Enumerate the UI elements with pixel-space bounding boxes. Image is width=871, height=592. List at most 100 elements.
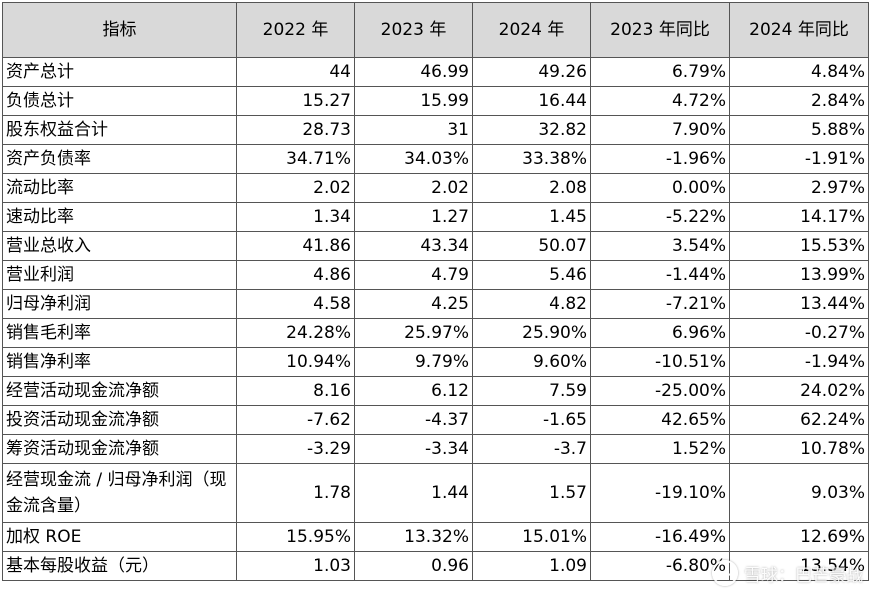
cell-2023-yoy: 1.52% [590,434,730,464]
cell-2024: 9.60% [472,347,591,377]
table-row: 速动比率 1.34 1.27 1.45 -5.22% 14.17% [2,202,869,232]
row-label: 基本每股收益（元） [2,551,237,581]
cell-2022: 41.86 [236,231,355,261]
table-row: 筹资活动现金流净额 -3.29 -3.34 -3.7 1.52% 10.78% [2,434,869,464]
row-label: 流动比率 [2,173,237,203]
cell-2024: 5.46 [472,260,591,290]
cell-2024: 32.82 [472,115,591,145]
table-row: 资产总计 44 46.99 49.26 6.79% 4.84% [2,57,869,87]
row-label: 营业利润 [2,260,237,290]
cell-2024: 2.08 [472,173,591,203]
cell-2023-yoy: -1.96% [590,144,730,174]
cell-2023: 4.79 [354,260,473,290]
row-label: 销售净利率 [2,347,237,377]
table-row: 加权 ROE 15.95% 13.32% 15.01% -16.49% 12.6… [2,522,869,552]
cell-2024: 1.45 [472,202,591,232]
cell-2024-yoy: -0.27% [729,318,869,348]
table-row: 经营活动现金流净额 8.16 6.12 7.59 -25.00% 24.02% [2,376,869,406]
row-label: 营业总收入 [2,231,237,261]
row-label: 加权 ROE [2,522,237,552]
cell-2022: 34.71% [236,144,355,174]
cell-2024: -3.7 [472,434,591,464]
cell-2024: 7.59 [472,376,591,406]
table-row: 归母净利润 4.58 4.25 4.82 -7.21% 13.44% [2,289,869,319]
cell-2023-yoy: 0.00% [590,173,730,203]
header-2024-yoy: 2024 年同比 [729,2,869,58]
table-row: 营业利润 4.86 4.79 5.46 -1.44% 13.99% [2,260,869,290]
cell-2024-yoy: 13.44% [729,289,869,319]
cell-2023-yoy: -16.49% [590,522,730,552]
cell-2024-yoy: 12.69% [729,522,869,552]
cell-2022: 8.16 [236,376,355,406]
cell-2024: 50.07 [472,231,591,261]
cell-2024-yoy: 2.97% [729,173,869,203]
cell-2024-yoy: 14.17% [729,202,869,232]
header-2023: 2023 年 [354,2,473,58]
cell-2023-yoy: -7.21% [590,289,730,319]
table-row: 销售毛利率 24.28% 25.97% 25.90% 6.96% -0.27% [2,318,869,348]
cell-2022: 4.86 [236,260,355,290]
cell-2024-yoy: 24.02% [729,376,869,406]
cell-2023-yoy: -6.80% [590,551,730,581]
header-metric: 指标 [2,2,237,58]
cell-2023: 13.32% [354,522,473,552]
cell-2023: 6.12 [354,376,473,406]
cell-2023: 1.27 [354,202,473,232]
cell-2022: 1.03 [236,551,355,581]
row-label: 投资活动现金流净额 [2,405,237,435]
table-row: 经营现金流 / 归母净利润（现金流含量） 1.78 1.44 1.57 -19.… [2,463,869,523]
cell-2023: 43.34 [354,231,473,261]
cell-2023-yoy: -10.51% [590,347,730,377]
row-label: 筹资活动现金流净额 [2,434,237,464]
cell-2023-yoy: -1.44% [590,260,730,290]
cell-2023: -4.37 [354,405,473,435]
cell-2022: 1.34 [236,202,355,232]
financial-metrics-table: 指标 2022 年 2023 年 2024 年 2023 年同比 2024 年同… [2,2,869,581]
cell-2023: -3.34 [354,434,473,464]
cell-2022: -3.29 [236,434,355,464]
cell-2023-yoy: 6.79% [590,57,730,87]
cell-2024-yoy: 13.54% [729,551,869,581]
header-2022: 2022 年 [236,2,355,58]
cell-2023-yoy: 7.90% [590,115,730,145]
cell-2022: 15.95% [236,522,355,552]
cell-2024-yoy: 13.99% [729,260,869,290]
cell-2023-yoy: -25.00% [590,376,730,406]
header-2023-yoy: 2023 年同比 [590,2,730,58]
cell-2023-yoy: 42.65% [590,405,730,435]
row-label: 负债总计 [2,86,237,116]
cell-2023: 9.79% [354,347,473,377]
header-2024: 2024 年 [472,2,591,58]
cell-2022: 15.27 [236,86,355,116]
cell-2024: 1.09 [472,551,591,581]
cell-2024-yoy: 2.84% [729,86,869,116]
table-row: 资产负债率 34.71% 34.03% 33.38% -1.96% -1.91% [2,144,869,174]
row-label: 速动比率 [2,202,237,232]
row-label: 股东权益合计 [2,115,237,145]
cell-2023: 2.02 [354,173,473,203]
cell-2023: 15.99 [354,86,473,116]
cell-2024: 25.90% [472,318,591,348]
cell-2023-yoy: -19.10% [590,463,730,523]
cell-2023: 34.03% [354,144,473,174]
cell-2022: 4.58 [236,289,355,319]
cell-2023-yoy: 6.96% [590,318,730,348]
cell-2024-yoy: 5.88% [729,115,869,145]
cell-2023-yoy: -5.22% [590,202,730,232]
table-row: 投资活动现金流净额 -7.62 -4.37 -1.65 42.65% 62.24… [2,405,869,435]
cell-2023: 4.25 [354,289,473,319]
cell-2023-yoy: 4.72% [590,86,730,116]
cell-2024: 4.82 [472,289,591,319]
table-row: 负债总计 15.27 15.99 16.44 4.72% 2.84% [2,86,869,116]
cell-2023: 31 [354,115,473,145]
table-row: 销售净利率 10.94% 9.79% 9.60% -10.51% -1.94% [2,347,869,377]
cell-2022: 1.78 [236,463,355,523]
cell-2023: 0.96 [354,551,473,581]
cell-2024-yoy: 10.78% [729,434,869,464]
cell-2024-yoy: 4.84% [729,57,869,87]
table-row: 股东权益合计 28.73 31 32.82 7.90% 5.88% [2,115,869,145]
cell-2022: 24.28% [236,318,355,348]
cell-2023-yoy: 3.54% [590,231,730,261]
row-label: 经营活动现金流净额 [2,376,237,406]
row-label: 经营现金流 / 归母净利润（现金流含量） [2,463,237,523]
